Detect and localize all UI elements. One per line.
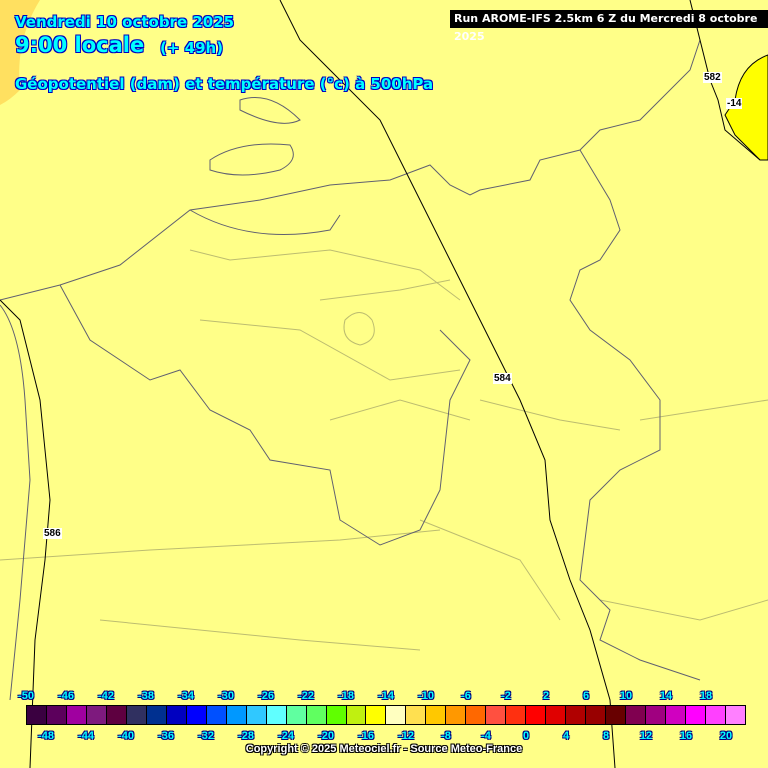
legend-label-top: -22	[298, 690, 314, 702]
legend-label-top: -14	[378, 690, 394, 702]
legend-label-top: 10	[619, 690, 633, 702]
forecast-time: 9:00 locale	[15, 33, 145, 57]
legend-cell	[486, 706, 507, 724]
legend-label-top: 6	[582, 690, 590, 702]
legend-label-bottom: -16	[358, 730, 374, 742]
legend-cell	[506, 706, 527, 724]
run-info: Run AROME-IFS 2.5km 6 Z du Mercredi 8 oc…	[450, 10, 768, 43]
legend-cell	[246, 706, 267, 724]
legend-label-bottom: -36	[158, 730, 174, 742]
legend-label-bottom: -12	[398, 730, 414, 742]
legend-label-bottom: -8	[441, 730, 451, 742]
forecast-date: Vendredi 10 octobre 2025	[15, 13, 235, 31]
legend-cell	[466, 706, 487, 724]
legend-cell	[46, 706, 67, 724]
warm-zone-corner	[0, 0, 40, 105]
lead-time: (+ 49h)	[160, 39, 224, 57]
legend-cell	[126, 706, 147, 724]
legend-label-bottom: -4	[481, 730, 491, 742]
legend-cell	[546, 706, 567, 724]
legend-label-top: -38	[138, 690, 154, 702]
legend-cell	[306, 706, 327, 724]
legend-cell	[326, 706, 347, 724]
cold-zone-minus14	[724, 54, 768, 161]
legend-label-bottom: -20	[318, 730, 334, 742]
temperature-label: -14	[726, 98, 743, 109]
legend-label-top: -50	[18, 690, 34, 702]
region-borders	[0, 249, 768, 651]
legend-label-bottom: 0	[522, 730, 530, 742]
legend-label-top: -46	[58, 690, 74, 702]
legend-cell	[626, 706, 647, 724]
color-legend	[26, 705, 746, 725]
legend-label-top: -42	[98, 690, 114, 702]
legend-label-top: -26	[258, 690, 274, 702]
legend-cell	[586, 706, 607, 724]
legend-cell	[66, 706, 87, 724]
legend-cell	[725, 706, 745, 724]
legend-label-top: 2	[542, 690, 550, 702]
legend-cell	[406, 706, 427, 724]
legend-label-top: 18	[699, 690, 713, 702]
legend-cell	[166, 706, 187, 724]
legend-label-top: -18	[338, 690, 354, 702]
legend-label-top: -2	[501, 690, 511, 702]
legend-label-bottom: -40	[118, 730, 134, 742]
legend-cell	[226, 706, 247, 724]
legend-cell	[646, 706, 666, 724]
legend-label-bottom: 20	[719, 730, 733, 742]
legend-cell	[366, 706, 387, 724]
legend-cell	[286, 706, 307, 724]
contour-label-584: 584	[493, 373, 512, 384]
country-borders	[0, 39, 701, 701]
legend-label-bottom: -48	[38, 730, 54, 742]
legend-cell	[426, 706, 447, 724]
legend-label-bottom: 4	[562, 730, 570, 742]
legend-cell	[206, 706, 227, 724]
copyright: Copyright © 2025 Meteociel.fr - Source M…	[245, 743, 523, 755]
legend-cell	[27, 706, 47, 724]
legend-cell	[446, 706, 467, 724]
legend-label-top: -34	[178, 690, 194, 702]
legend-cell	[606, 706, 627, 724]
parameter-title: Géopotentiel (dam) et température (°c) à…	[15, 75, 434, 93]
legend-cell	[566, 706, 587, 724]
legend-cell	[86, 706, 107, 724]
legend-cell	[266, 706, 287, 724]
legend-label-bottom: -24	[278, 730, 294, 742]
legend-cell	[146, 706, 167, 724]
legend-label-top: -10	[418, 690, 434, 702]
legend-label-bottom: 12	[639, 730, 653, 742]
contour-label-586: 586	[43, 528, 62, 539]
legend-label-bottom: -28	[238, 730, 254, 742]
legend-label-bottom: 16	[679, 730, 693, 742]
legend-cell	[346, 706, 367, 724]
legend-cell	[106, 706, 127, 724]
legend-label-bottom: -32	[198, 730, 214, 742]
legend-cell	[386, 706, 407, 724]
legend-cell	[186, 706, 207, 724]
legend-cell	[526, 706, 547, 724]
legend-label-top: -30	[218, 690, 234, 702]
legend-label-top: 14	[659, 690, 673, 702]
legend-cell	[705, 706, 726, 724]
legend-label-bottom: -44	[78, 730, 94, 742]
legend-label-top: -6	[461, 690, 471, 702]
legend-label-bottom: 8	[602, 730, 610, 742]
contour-label-582: 582	[703, 72, 722, 83]
legend-cell	[685, 706, 706, 724]
legend-cell	[666, 706, 686, 724]
